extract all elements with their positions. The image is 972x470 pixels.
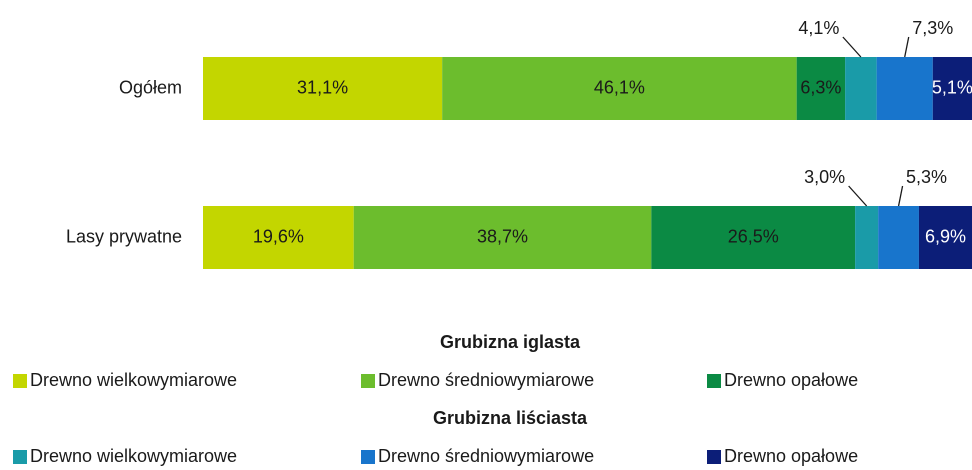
legend-swatch: [707, 450, 721, 464]
value-label: 3,0%: [804, 167, 845, 187]
bar-segment: [876, 57, 933, 120]
legend-label: Drewno średniowymiarowe: [378, 370, 594, 390]
bar-segment: [855, 206, 879, 269]
leader-line: [848, 185, 868, 207]
value-label: 26,5%: [728, 226, 779, 246]
legend-label: Drewno średniowymiarowe: [378, 446, 594, 466]
value-label: 7,3%: [912, 18, 953, 38]
bar-segment: [353, 206, 652, 269]
value-label: 31,1%: [297, 77, 348, 97]
value-label: 4,1%: [798, 18, 839, 38]
leader-line: [904, 36, 910, 58]
bar-segment: [845, 57, 877, 120]
leader-line: [897, 185, 904, 207]
legend-swatch: [13, 450, 27, 464]
value-label: 6,3%: [800, 77, 841, 97]
legend-label: Drewno wielkowymiarowe: [30, 370, 237, 390]
legend-group-title: Grubizna iglasta: [440, 332, 581, 352]
legend-label: Drewno opałowe: [724, 446, 858, 466]
value-label: 5,1%: [932, 77, 972, 97]
value-label: 5,3%: [906, 167, 947, 187]
category-label: Ogółem: [119, 77, 182, 97]
bar-segment: [442, 57, 797, 120]
bar-segment: [878, 206, 919, 269]
legend-label: Drewno wielkowymiarowe: [30, 446, 237, 466]
value-label: 38,7%: [477, 226, 528, 246]
bar-segment: [932, 57, 972, 120]
legend-swatch: [361, 450, 375, 464]
legend-swatch: [707, 374, 721, 388]
leader-line: [842, 36, 862, 58]
legend-group-title: Grubizna liściasta: [433, 408, 588, 428]
value-label: 46,1%: [594, 77, 645, 97]
category-label: Lasy prywatne: [66, 226, 182, 246]
legend-swatch: [361, 374, 375, 388]
value-label: 6,9%: [925, 226, 966, 246]
legend-label: Drewno opałowe: [724, 370, 858, 390]
bar-segment: [203, 57, 443, 120]
bar-segment: [796, 57, 846, 120]
bar-segment: [918, 206, 972, 269]
legend-swatch: [13, 374, 27, 388]
value-label: 19,6%: [253, 226, 304, 246]
bar-segment: [203, 206, 354, 269]
bar-segment: [651, 206, 856, 269]
